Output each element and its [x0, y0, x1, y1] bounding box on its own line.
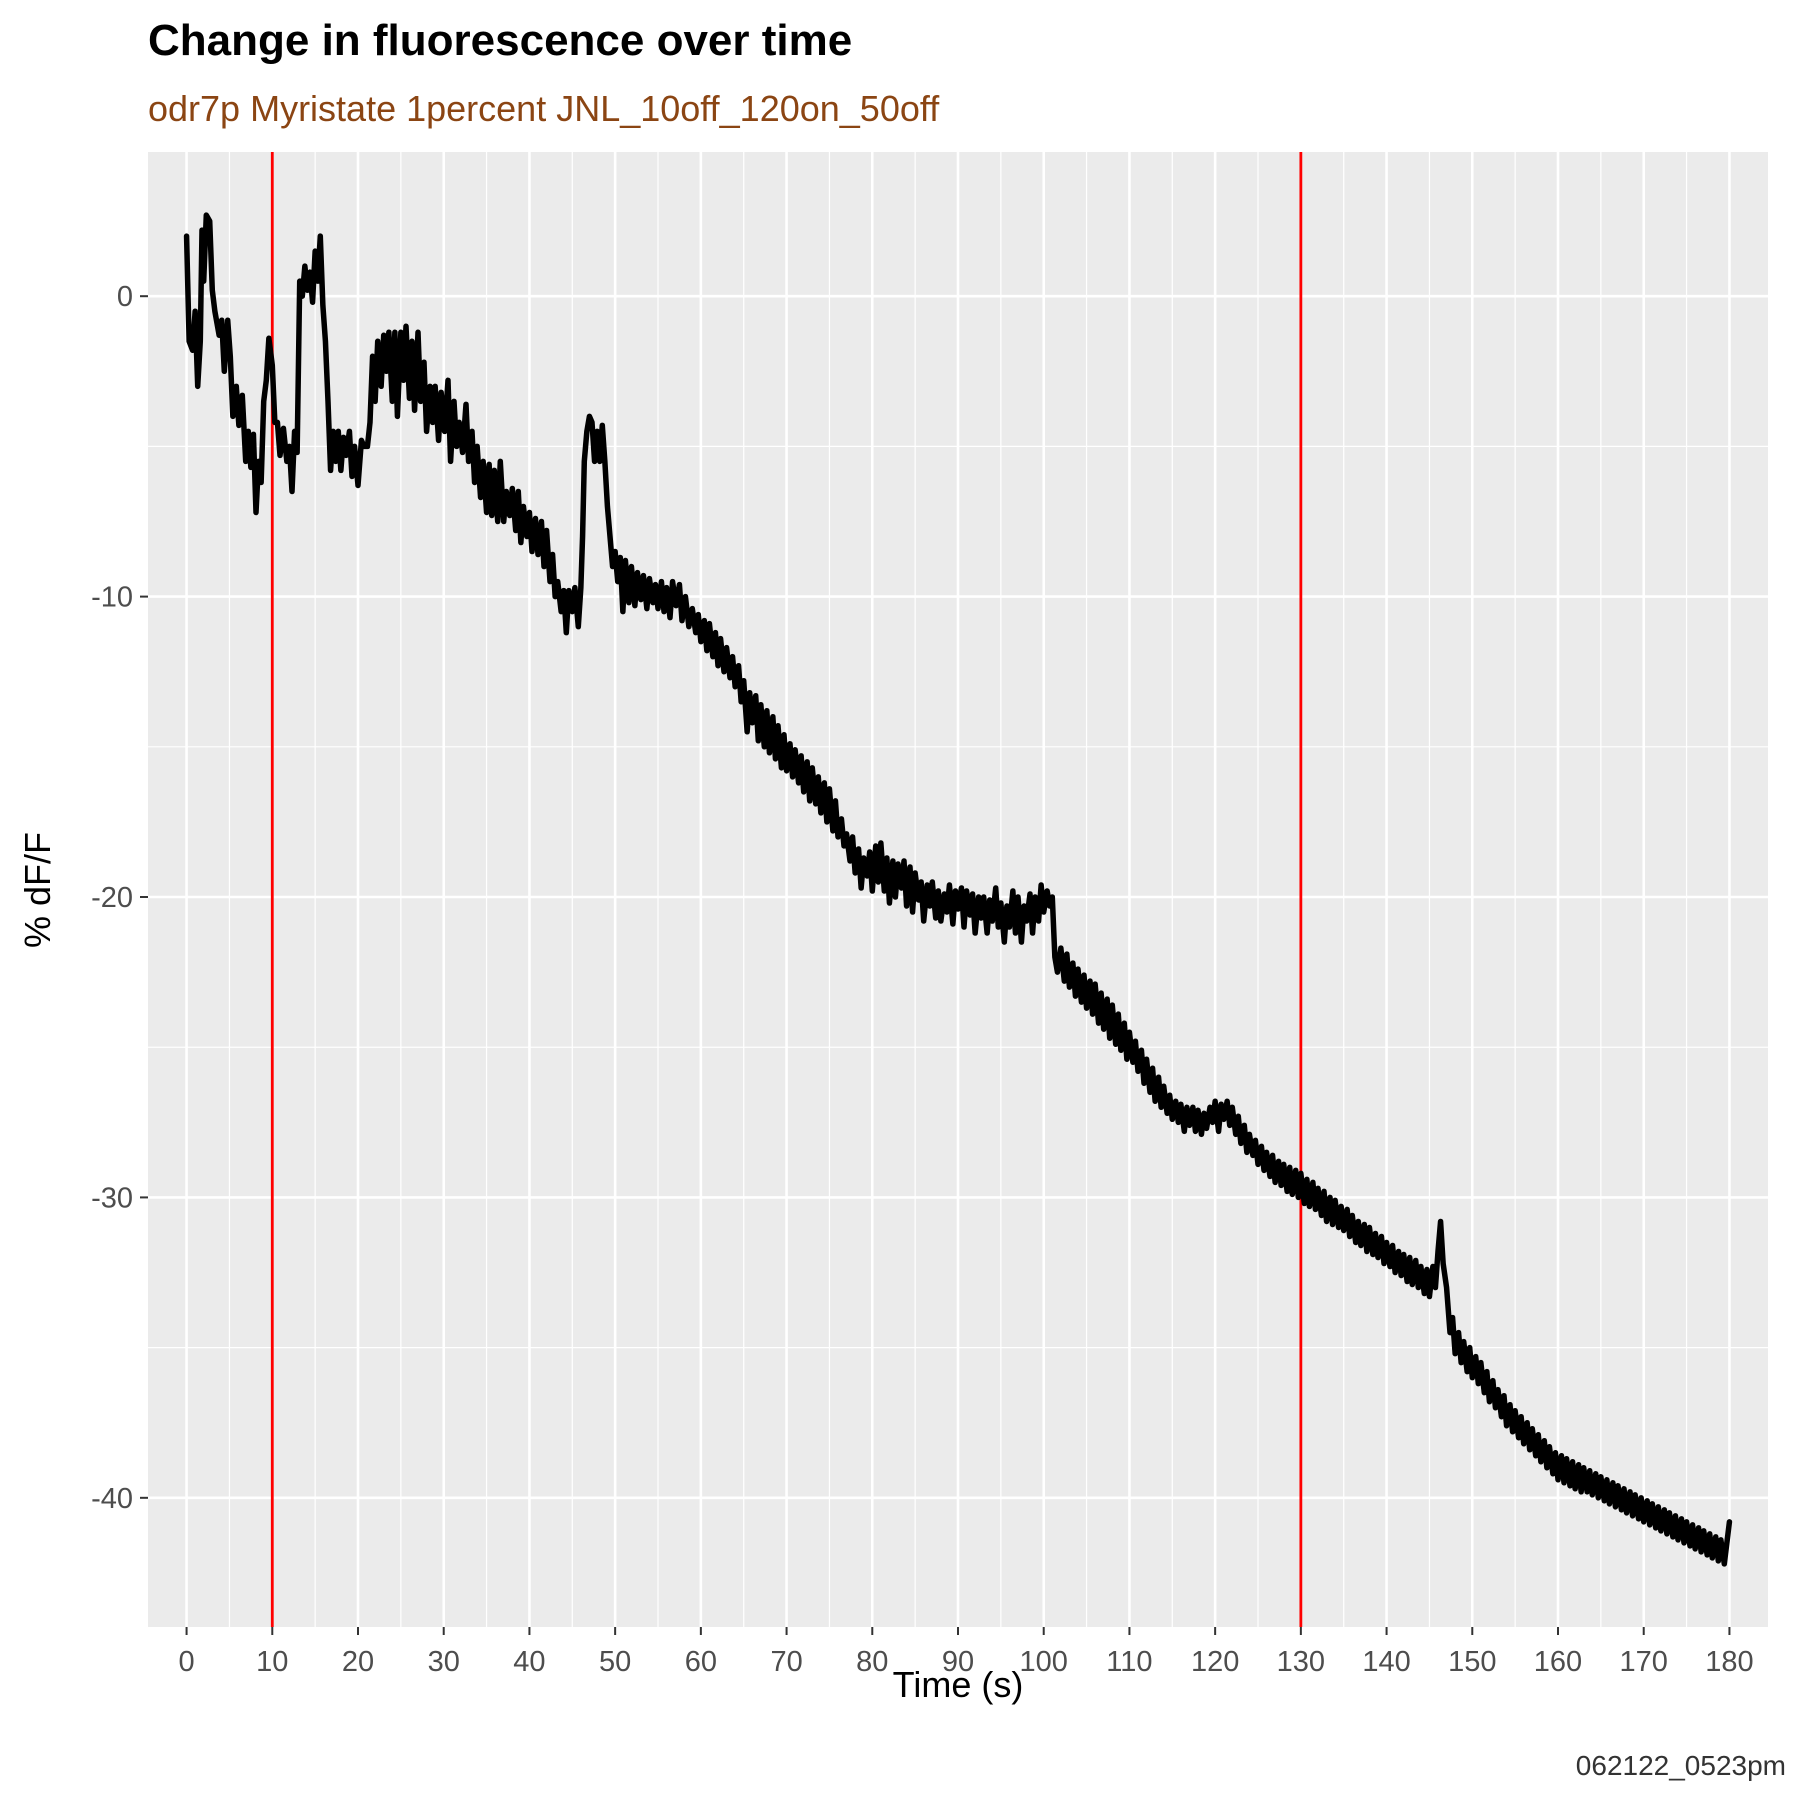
- x-tick-label: 30: [428, 1646, 460, 1678]
- x-tick-label: 110: [1106, 1646, 1152, 1678]
- x-tick-label: 170: [1620, 1646, 1668, 1678]
- x-tick-label: 160: [1534, 1646, 1582, 1678]
- x-axis: 0 10 20 30 40 50 60 70 80 90 100 110 120 130 140 150 160…: [179, 1627, 1754, 1678]
- x-tick-label: 40: [513, 1646, 545, 1678]
- y-tick-label: -10: [91, 582, 133, 614]
- y-tick-label: -20: [91, 882, 133, 914]
- x-tick-label: 60: [685, 1646, 717, 1678]
- y-tick-label: 0: [117, 281, 133, 313]
- y-tick-label: -40: [91, 1483, 133, 1515]
- x-tick-label: 90: [942, 1646, 974, 1678]
- x-tick-label: 100: [1020, 1646, 1068, 1678]
- x-tick-label: 50: [599, 1646, 631, 1678]
- series-layer: [183, 212, 1733, 1567]
- x-tick-label: 130: [1277, 1646, 1325, 1678]
- y-tick-label: -30: [91, 1182, 133, 1214]
- x-axis-label: Time (s): [893, 1664, 1024, 1705]
- y-axis-label: % dF/F: [17, 832, 58, 948]
- chart-caption: 062122_0523pm: [1575, 1750, 1786, 1781]
- series-line: [183, 212, 1733, 1567]
- x-tick-label: 70: [770, 1646, 802, 1678]
- chart-subtitle: odr7p Myristate 1percent JNL_10off_120on…: [148, 88, 940, 129]
- x-tick-label: 20: [342, 1646, 374, 1678]
- x-tick-label: 150: [1448, 1646, 1496, 1678]
- x-tick-label: 140: [1362, 1646, 1410, 1678]
- y-axis: -40 -30 -20 -10 0: [91, 281, 148, 1515]
- x-tick-label: 120: [1191, 1646, 1239, 1678]
- x-tick-label: 80: [856, 1646, 888, 1678]
- x-tick-label: 10: [256, 1646, 288, 1678]
- x-tick-label: 0: [179, 1646, 195, 1678]
- x-tick-label: 180: [1705, 1646, 1753, 1678]
- chart-title: Change in fluorescence over time: [148, 16, 853, 65]
